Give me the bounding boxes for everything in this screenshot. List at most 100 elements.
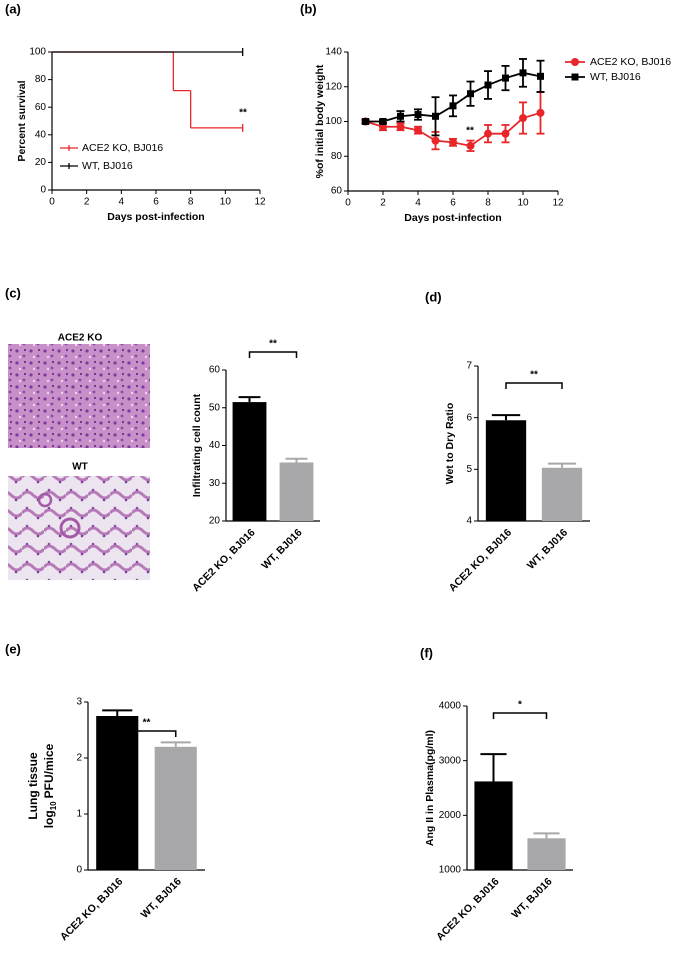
marker xyxy=(537,72,544,80)
marker xyxy=(449,102,457,110)
x-tick-label: 2 xyxy=(380,198,386,209)
annotation: ** xyxy=(269,339,277,350)
y-axis-title: Percent survival xyxy=(16,80,28,161)
histology-airway xyxy=(59,517,81,539)
error-bar xyxy=(547,462,577,468)
y-tick-label: 60 xyxy=(209,365,221,376)
histology-airway xyxy=(37,492,53,508)
y-tick-label: 100 xyxy=(29,47,46,58)
legend-marker xyxy=(571,73,579,81)
annotation: ** xyxy=(143,718,151,729)
marker xyxy=(414,126,422,135)
y-tick-label: 120 xyxy=(325,81,342,92)
y-tick-label: 80 xyxy=(35,74,47,85)
y-axis-title: Lung tissue xyxy=(26,752,40,820)
y-tick-label: 60 xyxy=(35,102,47,113)
y-tick-label: 140 xyxy=(325,47,342,58)
error-bar xyxy=(491,414,521,421)
marker xyxy=(397,112,404,120)
y-tick-label: 20 xyxy=(35,157,47,168)
y-tick-label: 1000 xyxy=(439,865,462,876)
marker xyxy=(431,136,440,145)
panel-label: (f) xyxy=(420,645,433,660)
y-tick-label: 4000 xyxy=(439,701,462,712)
marker xyxy=(484,81,492,89)
legend-marker xyxy=(571,58,579,66)
annotation: * xyxy=(518,700,522,711)
y-axis-title-part: PFU/mice xyxy=(42,743,56,798)
x-axis-title: Days post-infection xyxy=(404,212,501,224)
legend-label: ACE2 KO, BJ016 xyxy=(590,56,671,68)
annotation: ** xyxy=(530,370,538,381)
x-tick-label: 8 xyxy=(485,198,491,209)
marker xyxy=(484,129,492,138)
image-label: ACE2 KO xyxy=(58,333,103,344)
y-tick-label: 5 xyxy=(466,464,472,475)
panel-label: (d) xyxy=(425,289,442,304)
significance-bracket xyxy=(492,712,548,719)
marker xyxy=(362,118,369,125)
x-tick-label: 2 xyxy=(84,197,90,208)
error-bar xyxy=(238,396,261,403)
y-axis-title: log10 PFU/mice xyxy=(42,743,58,828)
marker xyxy=(501,129,510,138)
marker xyxy=(414,111,422,119)
marker xyxy=(467,90,474,98)
y-tick-label: 3 xyxy=(76,697,82,708)
y-tick-label: 30 xyxy=(209,478,221,489)
y-tick-label: 60 xyxy=(331,186,343,197)
y-axis-title: Infiltrating cell count xyxy=(191,393,203,497)
marker xyxy=(432,112,439,120)
marker xyxy=(536,108,545,117)
panel-label: (b) xyxy=(300,1,317,16)
error-bar xyxy=(285,457,308,463)
y-axis-title-sub: 10 xyxy=(49,801,58,810)
x-tick-label: 10 xyxy=(220,197,232,208)
marker xyxy=(396,122,405,131)
annotation: ** xyxy=(239,108,247,119)
y-tick-label: 40 xyxy=(35,129,47,140)
bar xyxy=(96,716,139,870)
y-axis-title-part: log xyxy=(42,810,56,828)
marker xyxy=(466,141,475,150)
bar xyxy=(232,402,267,521)
error-bar xyxy=(160,741,191,747)
significance-bracket xyxy=(248,351,298,358)
x-tick-label: 4 xyxy=(415,198,421,209)
y-axis-title: Wet to Dry Ratio xyxy=(444,403,456,484)
panel-label: (e) xyxy=(5,641,21,656)
marker xyxy=(519,69,527,77)
error-bar xyxy=(533,832,560,839)
error-bar xyxy=(102,709,133,716)
y-tick-label: 6 xyxy=(466,412,472,423)
x-tick-label: 4 xyxy=(119,197,125,208)
y-tick-label: 0 xyxy=(76,865,82,876)
y-axis-title: Ang II in Plasma(pg/ml) xyxy=(424,730,436,846)
x-tick-label: 6 xyxy=(450,198,456,209)
legend-label: WT, BJ016 xyxy=(82,160,133,172)
y-tick-label: 20 xyxy=(209,516,221,527)
x-tick-label: 10 xyxy=(517,198,529,209)
y-axis-title: %of initial body weight xyxy=(314,64,326,178)
y-tick-label: 80 xyxy=(331,151,343,162)
y-tick-label: 3000 xyxy=(439,755,462,766)
y-tick-label: 2000 xyxy=(439,810,462,821)
bar xyxy=(527,838,566,870)
error-bar xyxy=(480,753,507,782)
significance-bracket xyxy=(116,730,177,737)
marker xyxy=(449,138,457,147)
panel-label: (c) xyxy=(5,285,21,300)
marker xyxy=(502,74,509,82)
y-tick-label: 100 xyxy=(325,116,342,127)
legend-label: WT, BJ016 xyxy=(590,71,641,83)
annotation: ** xyxy=(466,126,474,137)
panel-label: (a) xyxy=(5,1,21,16)
histology-image xyxy=(8,344,150,448)
x-tick-label: 12 xyxy=(552,198,564,209)
bar xyxy=(541,467,583,521)
x-tick-label: 0 xyxy=(49,197,55,208)
bar xyxy=(154,746,197,870)
image-label: WT xyxy=(72,462,88,473)
x-tick-label: 6 xyxy=(153,197,159,208)
